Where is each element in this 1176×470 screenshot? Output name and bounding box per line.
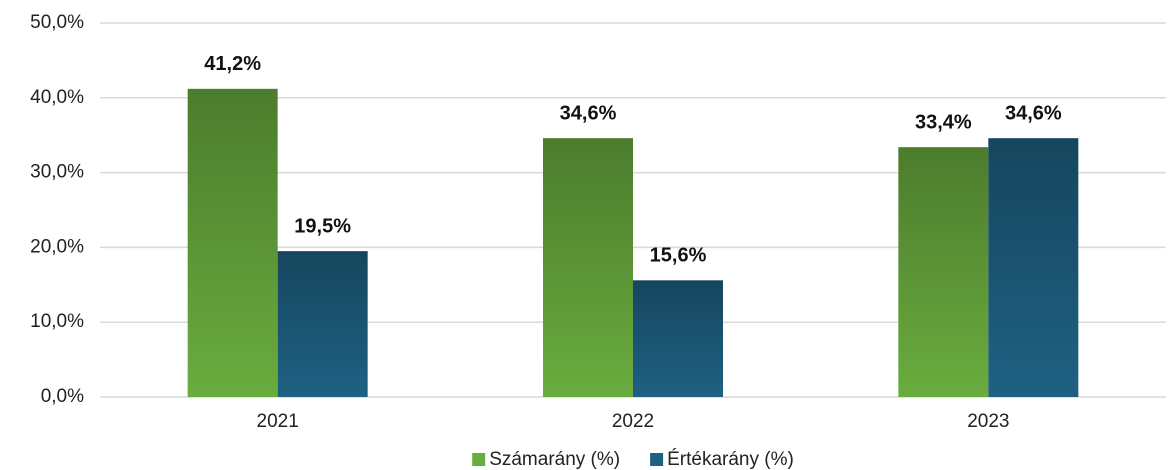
legend-swatch (650, 453, 664, 466)
value-label: 33,4% (915, 111, 972, 133)
bar (543, 138, 633, 397)
x-tick-label: 2023 (967, 411, 1009, 432)
legend: Számarány (%) Értékarány (%) (472, 449, 794, 470)
y-tick-label: 40,0% (30, 87, 84, 108)
x-tick-label: 2021 (257, 411, 299, 432)
value-label: 34,6% (560, 102, 617, 124)
y-tick-label: 10,0% (30, 311, 84, 332)
legend-label: Számarány (%) (489, 449, 620, 470)
bar (187, 88, 278, 397)
y-tick-label: 20,0% (30, 236, 84, 257)
value-label: 41,2% (204, 53, 261, 75)
value-label: 19,5% (294, 215, 351, 237)
y-tick-label: 50,0% (30, 12, 84, 33)
x-tick-label: 2022 (612, 411, 654, 432)
legend-label: Értékarány (%) (667, 449, 794, 470)
value-label: 15,6% (650, 245, 707, 267)
bar (898, 147, 989, 397)
value-label: 34,6% (1005, 102, 1062, 124)
bar (988, 138, 1079, 397)
y-tick-label: 30,0% (30, 162, 84, 183)
legend-swatch (472, 453, 486, 466)
bar (277, 251, 368, 397)
bar (633, 280, 723, 397)
y-tick-label: 0,0% (41, 386, 84, 407)
